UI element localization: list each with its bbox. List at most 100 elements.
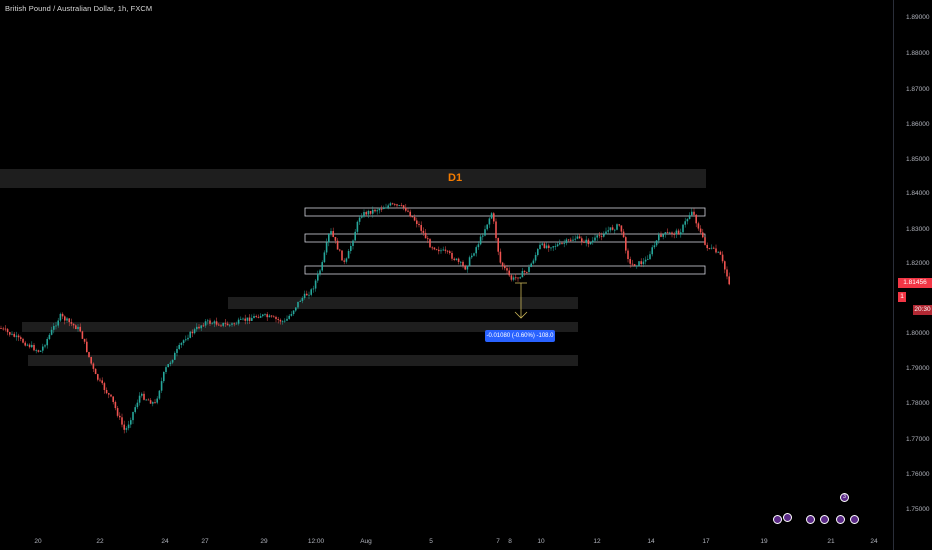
event-flag-icon[interactable] bbox=[773, 515, 782, 524]
candle-body bbox=[495, 221, 497, 239]
candle-body bbox=[325, 242, 328, 253]
candle-body bbox=[592, 240, 594, 243]
candle-body bbox=[715, 248, 717, 253]
y-tick: 1.88000 bbox=[906, 50, 930, 57]
candle-body bbox=[134, 407, 136, 412]
event-flag-icon[interactable] bbox=[806, 515, 815, 524]
candle-body bbox=[620, 225, 623, 232]
candle-body bbox=[499, 251, 502, 263]
candle-body bbox=[222, 322, 224, 326]
candle-body bbox=[649, 254, 651, 260]
range-box-middle[interactable] bbox=[304, 233, 706, 243]
event-flag-icon[interactable] bbox=[836, 515, 845, 524]
candle-body bbox=[275, 316, 277, 320]
candle-body bbox=[218, 324, 220, 326]
candle-body bbox=[361, 216, 363, 218]
candle-body bbox=[75, 325, 77, 330]
event-flag-icon[interactable] bbox=[783, 513, 792, 522]
candle-body bbox=[108, 393, 110, 395]
candle-body bbox=[539, 244, 541, 250]
y-tick: 1.87000 bbox=[906, 86, 930, 93]
event-flag-icon[interactable] bbox=[850, 515, 859, 524]
candle-body bbox=[416, 220, 418, 224]
candle-body bbox=[460, 261, 462, 263]
support-zone-3[interactable] bbox=[28, 355, 578, 366]
candle-body bbox=[171, 359, 174, 363]
candle-body bbox=[233, 323, 235, 325]
candle-body bbox=[666, 232, 669, 234]
candle-body bbox=[534, 255, 537, 261]
candle-body bbox=[341, 250, 343, 261]
candle-body bbox=[259, 316, 262, 318]
candle-body bbox=[68, 318, 70, 323]
candle-body bbox=[658, 234, 660, 241]
candle-body bbox=[48, 334, 51, 340]
candle-body bbox=[86, 341, 88, 353]
x-tick: 20 bbox=[34, 538, 42, 545]
candle-body bbox=[537, 249, 539, 256]
candle-body bbox=[644, 259, 647, 262]
candle-body bbox=[526, 271, 528, 273]
candle-body bbox=[191, 331, 194, 334]
x-tick: 24 bbox=[161, 538, 169, 545]
candle-body bbox=[61, 313, 64, 317]
y-tick: 1.82000 bbox=[906, 260, 930, 267]
support-zone-2[interactable] bbox=[22, 322, 578, 332]
price-axis[interactable] bbox=[893, 0, 932, 550]
candle-body bbox=[70, 322, 73, 324]
candle-body bbox=[356, 221, 359, 232]
candle-body bbox=[136, 402, 139, 408]
candle-body bbox=[33, 344, 35, 351]
candle-body bbox=[46, 339, 48, 346]
candle-body bbox=[627, 250, 629, 260]
candle-body bbox=[26, 344, 29, 346]
candle-body bbox=[83, 338, 86, 342]
support-zone-1[interactable] bbox=[228, 297, 578, 309]
candle-body bbox=[226, 323, 229, 326]
candle-body bbox=[138, 395, 141, 403]
candle-body bbox=[484, 229, 486, 236]
x-tick: Aug bbox=[360, 538, 372, 545]
candle-body bbox=[673, 234, 675, 235]
candle-body bbox=[471, 255, 473, 258]
candle-body bbox=[407, 210, 409, 212]
candle-body bbox=[394, 204, 396, 206]
candle-body bbox=[383, 207, 385, 210]
candle-body bbox=[545, 245, 548, 249]
event-flag-badge[interactable]: 3 bbox=[840, 493, 849, 502]
zone-label-d1: D1 bbox=[448, 172, 463, 184]
candle-body bbox=[123, 424, 125, 430]
candle-body bbox=[334, 236, 337, 241]
candle-body bbox=[497, 238, 499, 252]
x-tick: 27 bbox=[201, 538, 209, 545]
candle-body bbox=[253, 316, 255, 319]
candle-body bbox=[15, 335, 18, 337]
d1-zone[interactable] bbox=[0, 169, 706, 188]
candle-body bbox=[101, 380, 103, 384]
candle-body bbox=[374, 209, 376, 212]
candle-body bbox=[490, 213, 493, 219]
event-flag-icon[interactable] bbox=[820, 515, 829, 524]
candle-body bbox=[581, 238, 583, 242]
candle-body bbox=[279, 319, 282, 322]
candle-body bbox=[391, 203, 394, 205]
candle-body bbox=[708, 248, 711, 249]
candle-body bbox=[182, 340, 185, 343]
price-chart[interactable] bbox=[0, 0, 893, 550]
candle-body bbox=[400, 205, 403, 207]
candle-body bbox=[59, 313, 62, 321]
candle-body bbox=[358, 217, 361, 222]
candle-body bbox=[229, 324, 231, 326]
candle-body bbox=[262, 314, 264, 317]
candle-body bbox=[493, 213, 495, 222]
candle-body bbox=[603, 234, 605, 237]
candle-body bbox=[163, 372, 165, 382]
range-box-top[interactable] bbox=[304, 207, 706, 217]
candle-body bbox=[176, 348, 178, 353]
candle-body bbox=[583, 241, 585, 243]
candle-body bbox=[413, 217, 416, 221]
candle-body bbox=[310, 289, 312, 295]
candle-body bbox=[530, 263, 532, 267]
y-tick: 1.89000 bbox=[906, 14, 930, 21]
